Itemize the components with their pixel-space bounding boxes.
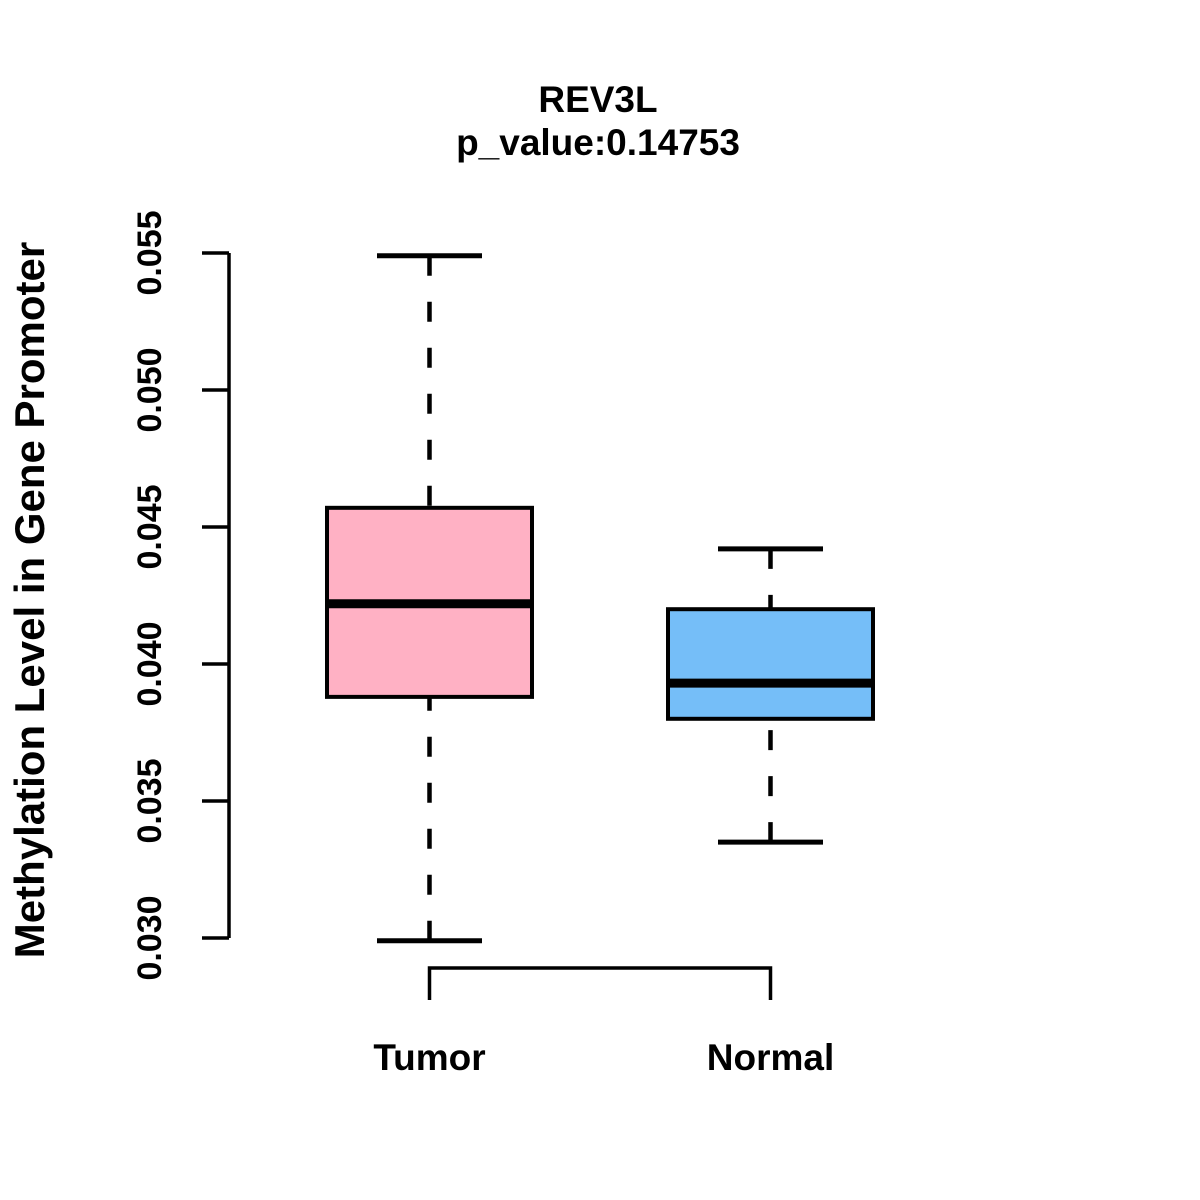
y-tick-label: 0.030 bbox=[131, 895, 169, 980]
y-tick-label: 0.045 bbox=[131, 484, 169, 569]
y-axis-title: Methylation Level in Gene Promoter bbox=[6, 242, 53, 958]
x-axis-bracket bbox=[427, 966, 773, 1000]
y-tick-label: 0.040 bbox=[131, 621, 169, 706]
x-label-normal: Normal bbox=[707, 1037, 834, 1078]
plot-area: 0.030 0.035 0.040 0.045 0.050 0.055 Tumor Norma… bbox=[131, 210, 875, 1078]
y-tick-label: 0.050 bbox=[131, 347, 169, 432]
iqr-box-normal bbox=[666, 607, 875, 721]
y-tick-label: 0.035 bbox=[131, 758, 169, 843]
chart-subtitle: p_value:0.14753 bbox=[456, 122, 740, 163]
chart-title: REV3L bbox=[538, 79, 657, 120]
y-tick-label: 0.055 bbox=[131, 210, 169, 295]
x-label-tumor: Tumor bbox=[373, 1037, 485, 1078]
